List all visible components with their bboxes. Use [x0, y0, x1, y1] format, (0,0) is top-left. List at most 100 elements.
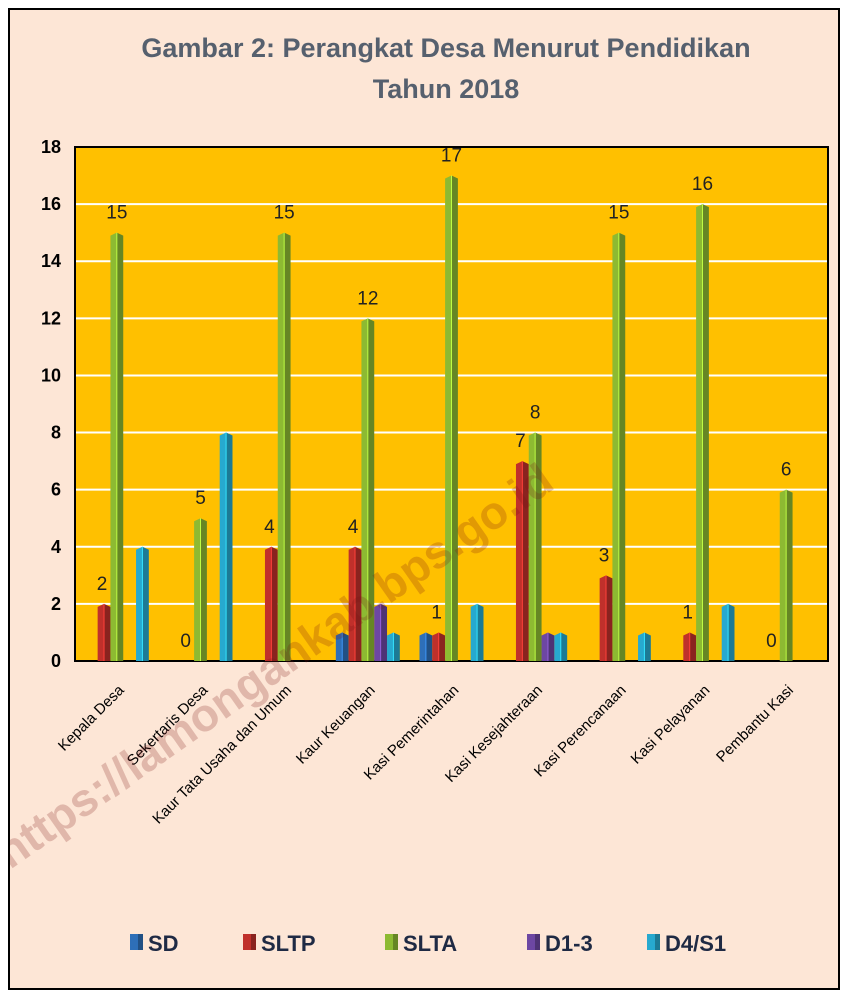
bar-slta: [194, 518, 207, 661]
bar-right-face: [142, 546, 149, 661]
bar-left-face: [335, 632, 343, 661]
chart-title: Gambar 2: Perangkat Desa Menurut Pendidi…: [141, 33, 750, 63]
bar-slta: [779, 489, 793, 661]
bar-d1-3: [541, 632, 555, 661]
y-tick-label: 0: [51, 651, 61, 671]
bar-slta: [528, 432, 542, 661]
bar-right-face: [535, 432, 542, 661]
legend-label: D4/S1: [665, 931, 726, 956]
y-tick-label: 4: [51, 537, 61, 557]
bar-right-face: [606, 575, 613, 661]
chart: Gambar 2: Perangkat Desa Menurut Pendidi…: [10, 33, 829, 956]
data-label: 8: [530, 403, 541, 424]
bar-d1-3: [374, 603, 388, 661]
bar-right-face: [355, 546, 362, 661]
bar-left-face: [515, 461, 523, 661]
bar-right-face: [644, 632, 651, 661]
bar-right-face: [104, 603, 111, 661]
bar-left-face: [599, 575, 607, 661]
data-label: 0: [180, 631, 191, 652]
bar-right-face: [522, 461, 529, 661]
bar-left-face: [612, 232, 619, 661]
bar-right-face: [451, 175, 458, 662]
legend-swatch-shade: [655, 934, 660, 950]
chart-frame: Gambar 2: Perangkat Desa Menurut Pendidi…: [8, 8, 840, 990]
bar-right-face: [547, 632, 555, 661]
x-tick-label: Kasi Perencanaan: [531, 682, 630, 781]
bar-left-face: [696, 204, 703, 661]
data-label: 16: [692, 174, 713, 195]
bar-d4-s1: [721, 603, 735, 661]
bar-slta: [361, 318, 375, 661]
data-label: 15: [608, 203, 629, 224]
bar-d4-s1: [470, 603, 484, 661]
bar-right-face: [438, 632, 446, 661]
data-label: 6: [781, 460, 792, 481]
data-label: 4: [264, 517, 275, 538]
bar-right-face: [728, 603, 735, 661]
bar-left-face: [419, 632, 426, 661]
bar-d4-s1: [219, 432, 233, 661]
bar-left-face: [470, 603, 478, 661]
legend-label: SD: [148, 931, 179, 956]
bar-right-face: [786, 489, 793, 661]
legend-swatch-shade: [138, 934, 143, 950]
x-tick-label: Kaur Keuangan: [293, 682, 379, 768]
bar-sd: [335, 632, 349, 661]
bar-d4-s1: [387, 632, 400, 661]
legend-label: D1-3: [545, 931, 593, 956]
bar-right-face: [342, 632, 349, 661]
y-tick-label: 10: [41, 365, 61, 385]
bar-right-face: [271, 546, 278, 661]
legend-item: D4/S1: [647, 931, 726, 956]
bar-slta: [612, 232, 626, 661]
bar-left-face: [136, 546, 143, 661]
bar-slta: [445, 175, 458, 662]
bar-right-face: [477, 603, 484, 661]
bar-sltp: [348, 546, 362, 661]
bar-sltp: [683, 632, 697, 661]
bar-right-face: [393, 632, 400, 661]
bar-sd: [419, 632, 433, 661]
data-label: 5: [195, 488, 206, 509]
bar-left-face: [374, 603, 381, 661]
data-label: 1: [682, 602, 693, 623]
bar-right-face: [702, 204, 709, 661]
data-label: 12: [357, 288, 378, 309]
data-label: 3: [599, 545, 610, 566]
bar-sltp: [599, 575, 613, 661]
bar-sltp: [97, 603, 111, 661]
bar-sltp: [515, 461, 529, 661]
bar-left-face: [387, 632, 394, 661]
legend-item: D1-3: [527, 931, 593, 956]
bar-d4-s1: [136, 546, 149, 661]
data-label: 15: [106, 203, 127, 224]
bar-left-face: [528, 432, 536, 661]
bar-left-face: [194, 518, 201, 661]
y-tick-label: 8: [51, 423, 61, 443]
legend-item: SD: [130, 931, 179, 956]
bar-d4-s1: [638, 632, 651, 661]
bar-right-face: [226, 432, 233, 661]
bar-right-face: [380, 603, 388, 661]
legend-swatch-shade: [393, 934, 398, 950]
bar-left-face: [541, 632, 548, 661]
data-label: 0: [766, 631, 777, 652]
bar-left-face: [445, 175, 452, 662]
legend-label: SLTP: [261, 931, 316, 956]
bar-left-face: [264, 546, 272, 661]
legend-item: SLTA: [385, 931, 457, 956]
y-tick-label: 2: [51, 594, 61, 614]
x-tick-label: Kasi Pelayanan: [628, 682, 714, 768]
bar-left-face: [361, 318, 368, 661]
bar-slta: [696, 204, 709, 661]
data-label: 15: [274, 203, 295, 224]
bar-right-face: [618, 232, 626, 661]
y-tick-label: 18: [41, 137, 61, 157]
bar-left-face: [638, 632, 645, 661]
legend-label: SLTA: [403, 931, 457, 956]
bar-right-face: [425, 632, 433, 661]
bar-left-face: [721, 603, 729, 661]
legend-swatch-shade: [535, 934, 540, 950]
data-label: 4: [348, 517, 359, 538]
